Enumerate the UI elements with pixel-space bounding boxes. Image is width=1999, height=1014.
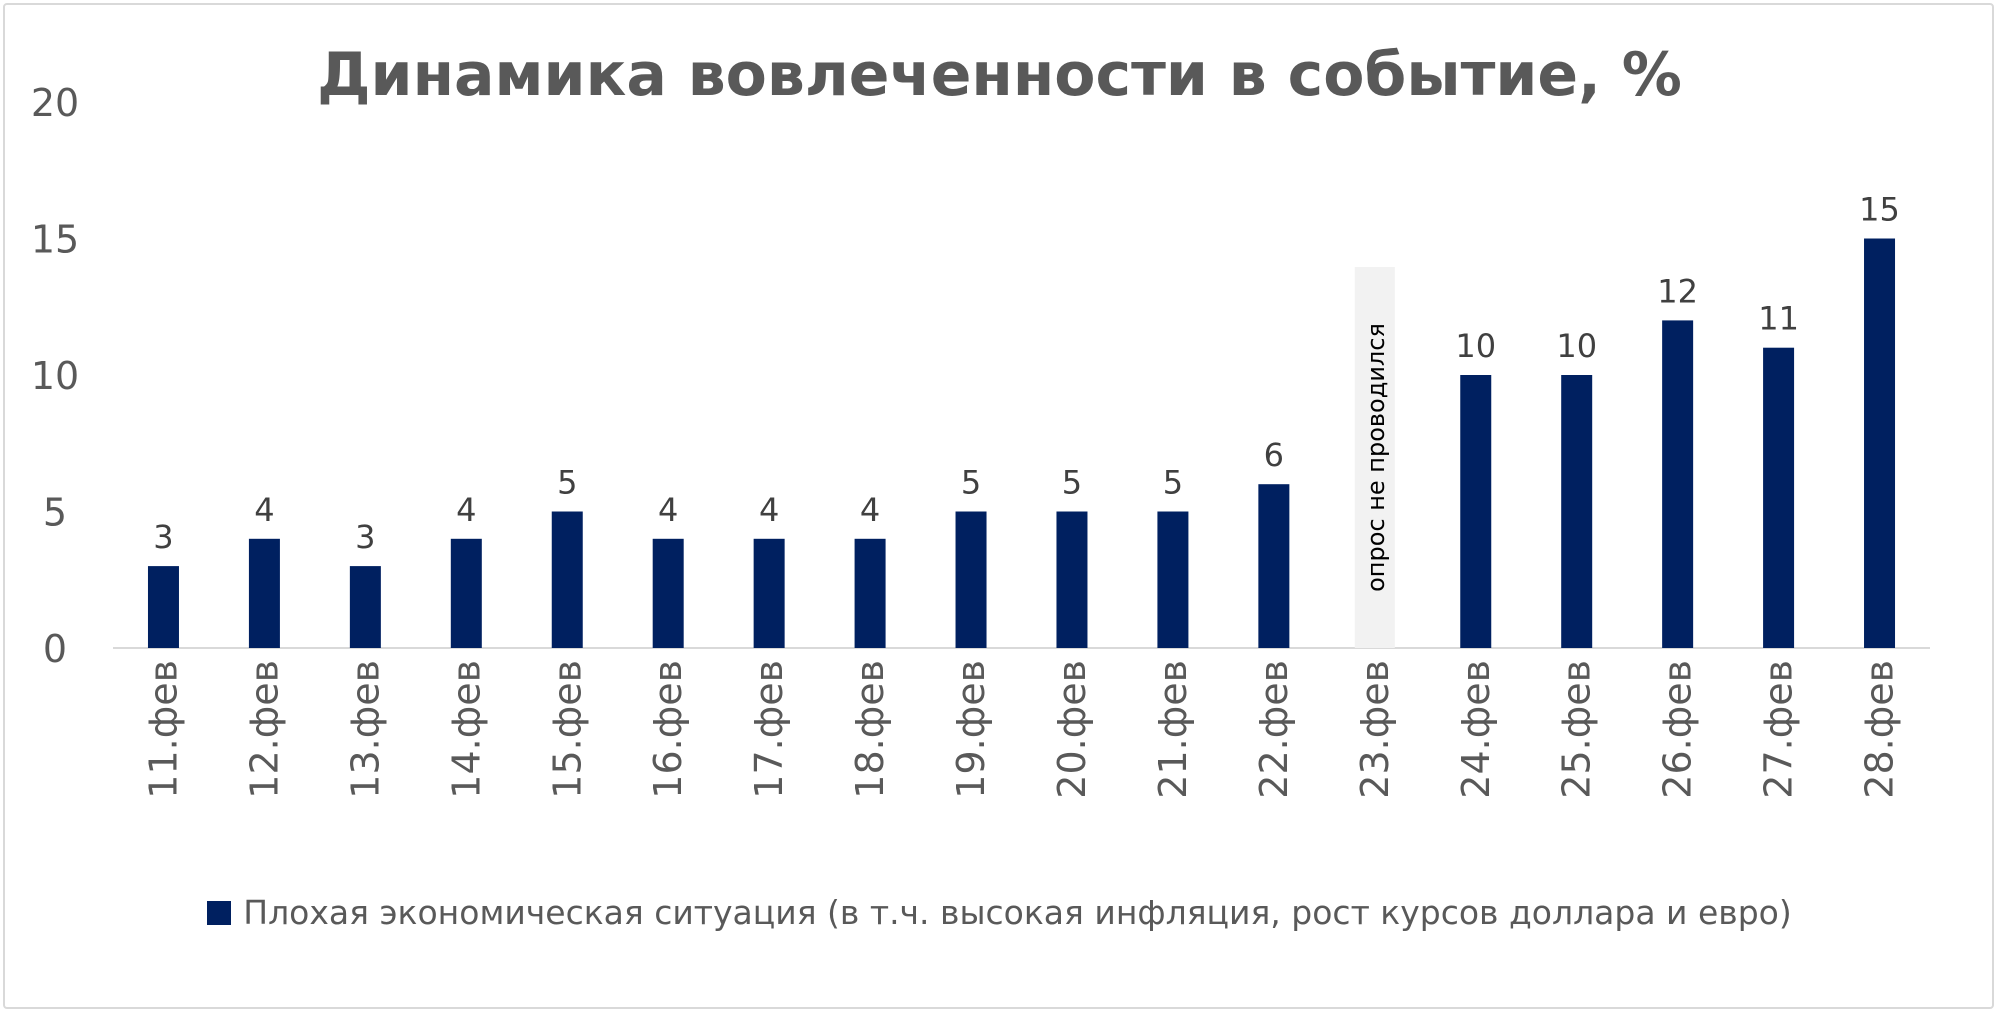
bar bbox=[551, 511, 583, 648]
data-label: 3 bbox=[355, 518, 375, 556]
bar bbox=[854, 538, 886, 648]
annotation-band bbox=[1354, 267, 1395, 648]
y-tick-label: 10 bbox=[31, 354, 79, 398]
bar bbox=[349, 566, 381, 648]
x-tick-label: 20.фев bbox=[1050, 660, 1094, 799]
bar bbox=[1864, 238, 1896, 648]
x-tick-label: 21.фев bbox=[1151, 660, 1195, 799]
x-tick-label: 18.фев bbox=[848, 660, 892, 799]
legend-swatch bbox=[207, 900, 232, 925]
x-tick-label: 19.фев bbox=[949, 660, 993, 799]
y-tick-label: 0 bbox=[43, 627, 67, 671]
data-label: 5 bbox=[1163, 464, 1183, 502]
data-label: 10 bbox=[1455, 327, 1496, 365]
legend-label: Плохая экономическая ситуация (в т.ч. вы… bbox=[243, 893, 1792, 932]
x-tick-label: 28.фев bbox=[1858, 660, 1902, 799]
data-label: 5 bbox=[1062, 464, 1082, 502]
x-tick-label: 22.фев bbox=[1252, 660, 1296, 799]
data-label: 6 bbox=[1264, 436, 1284, 474]
x-tick-label: 26.фев bbox=[1656, 660, 1700, 799]
y-tick-label: 5 bbox=[43, 491, 67, 535]
data-label: 15 bbox=[1859, 191, 1900, 229]
bar bbox=[248, 538, 280, 648]
y-tick-label: 20 bbox=[31, 81, 79, 125]
bar bbox=[1763, 347, 1795, 648]
x-tick-label: 17.фев bbox=[747, 660, 791, 799]
data-label: 4 bbox=[860, 491, 880, 529]
bar bbox=[1258, 484, 1290, 648]
bar bbox=[147, 566, 179, 648]
bar bbox=[753, 538, 785, 648]
data-label: 5 bbox=[557, 464, 577, 502]
bar bbox=[450, 538, 482, 648]
x-tick-label: 27.фев bbox=[1757, 660, 1801, 799]
data-label: 4 bbox=[658, 491, 678, 529]
bar bbox=[1157, 511, 1189, 648]
chart-legend: Плохая экономическая ситуация (в т.ч. вы… bbox=[0, 893, 1999, 932]
x-tick-label: 12.фев bbox=[242, 660, 286, 799]
data-label: 10 bbox=[1556, 327, 1597, 365]
annotation-label: опрос не проводился bbox=[1362, 323, 1390, 592]
bar bbox=[1561, 375, 1593, 648]
data-label: 4 bbox=[759, 491, 779, 529]
data-label: 12 bbox=[1657, 272, 1698, 310]
x-tick-label: 16.фев bbox=[646, 660, 690, 799]
x-tick-label: 24.фев bbox=[1454, 660, 1498, 799]
bar bbox=[1056, 511, 1088, 648]
x-tick-label: 25.фев bbox=[1555, 660, 1599, 799]
bar bbox=[955, 511, 987, 648]
bar bbox=[1662, 320, 1694, 648]
data-label: 4 bbox=[254, 491, 274, 529]
y-tick-label: 15 bbox=[31, 218, 79, 262]
x-tick-label: 23.фев bbox=[1353, 660, 1397, 799]
x-tick-label: 15.фев bbox=[545, 660, 589, 799]
bar bbox=[1460, 375, 1492, 648]
data-label: 11 bbox=[1758, 300, 1799, 338]
data-label: 4 bbox=[456, 491, 476, 529]
x-tick-label: 13.фев bbox=[343, 660, 387, 799]
x-tick-label: 11.фев bbox=[141, 660, 185, 799]
chart-title: Динамика вовлеченности в событие, % bbox=[317, 40, 1682, 110]
data-label: 5 bbox=[961, 464, 981, 502]
data-label: 3 bbox=[153, 518, 173, 556]
bar bbox=[652, 538, 684, 648]
x-tick-label: 14.фев bbox=[444, 660, 488, 799]
